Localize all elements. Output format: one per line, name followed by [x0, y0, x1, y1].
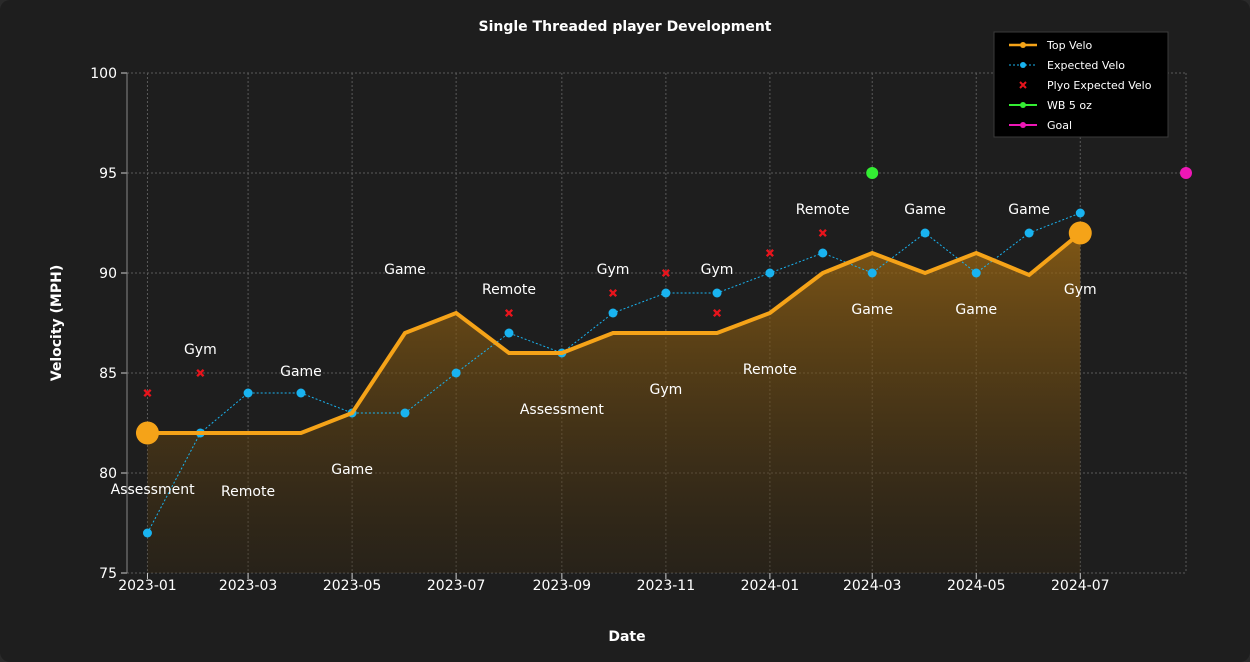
expected-velo-point — [765, 268, 775, 278]
plyo-expected-velo-point — [661, 268, 670, 278]
legend-label: Expected Velo — [1047, 59, 1125, 72]
plyo-x-stroke — [504, 308, 514, 318]
annotation-label: Game — [1008, 202, 1050, 218]
legend-entry: Top Velo — [1009, 39, 1093, 52]
legend-swatch-marker — [1019, 81, 1027, 89]
annotation-label: Assessment — [111, 482, 195, 498]
plyo-x-stroke — [818, 228, 827, 238]
legend-label: Plyo Expected Velo — [1047, 79, 1152, 92]
y-axis-label: Velocity (MPH) — [49, 265, 65, 381]
expected-velo-point — [504, 328, 514, 338]
x-tick-label: 2024-01 — [741, 578, 800, 594]
legend: Top Velo Expected Velo Plyo Expected Velo W… — [993, 31, 1169, 138]
plyo-x-stroke — [196, 368, 205, 378]
y-tick-label: 90 — [99, 266, 117, 282]
y-tick-label: 100 — [90, 66, 117, 82]
wb-5oz-point — [866, 167, 879, 179]
annotation-label: Game — [331, 462, 373, 478]
legend-swatch-marker — [1020, 102, 1026, 108]
x-tick-label: 2023-09 — [533, 578, 592, 594]
plyo-expected-velo-point — [712, 308, 722, 318]
annotation-label: Gym — [701, 262, 734, 278]
x-tick-label: 2023-03 — [219, 578, 278, 594]
top-velo-line — [147, 231, 1082, 435]
plyo-expected-velo-point — [608, 288, 618, 298]
legend-entry: Goal — [1009, 119, 1072, 132]
plyo-x-stroke — [661, 268, 670, 278]
x-tick-label: 2024-05 — [947, 578, 1006, 594]
x-tick-label: 2023-11 — [637, 578, 696, 594]
annotation-label: Gym — [184, 342, 217, 358]
annotation-label: Remote — [221, 484, 275, 500]
series — [135, 167, 1192, 573]
top-velo-highlight-point — [1068, 221, 1092, 245]
plyo-expected-velo-point — [818, 228, 827, 238]
legend-entry: WB 5 oz — [1009, 99, 1092, 112]
legend-swatch-marker — [1020, 42, 1026, 48]
annotation-label: Assessment — [520, 402, 604, 418]
x-tick-label: 2023-07 — [427, 578, 486, 594]
x-tick-label: 2024-03 — [843, 578, 902, 594]
annotation-label: Gym — [1064, 282, 1097, 298]
expected-velo-point — [971, 268, 981, 278]
goal-point — [1180, 167, 1192, 179]
annotation-label: Remote — [482, 282, 536, 298]
plyo-expected-velo-point — [143, 388, 152, 398]
x-tick-label: 2024-07 — [1051, 578, 1110, 594]
legend-entry: Plyo Expected Velo — [1019, 79, 1152, 92]
expected-velo-point — [818, 248, 828, 258]
x-tick-label: 2023-05 — [323, 578, 382, 594]
expected-velo-point — [400, 408, 410, 418]
annotation-label: Game — [851, 302, 893, 318]
expected-velo-point — [142, 528, 152, 538]
expected-velo-point — [296, 388, 306, 398]
annotation-label: Game — [904, 202, 946, 218]
annotation-label: Remote — [743, 362, 797, 378]
y-tick-label: 75 — [99, 566, 117, 582]
plyo-expected-velo-point — [504, 308, 514, 318]
legend-label: Goal — [1047, 119, 1072, 132]
axes: 75 80 85 90 95 100 2023-01 2023-03 2023-05 2023-0… — [90, 66, 1109, 594]
top-velo-area — [147, 233, 1081, 573]
x-axis-label: Date — [608, 629, 645, 645]
expected-velo-point — [243, 388, 253, 398]
plyo-x-stroke — [712, 308, 722, 318]
y-tick-label: 85 — [99, 366, 117, 382]
annotation-label: Gym — [597, 262, 630, 278]
legend-swatch-marker — [1020, 62, 1026, 68]
legend-entry: Expected Velo — [1009, 59, 1125, 72]
plyo-x-stroke — [765, 248, 774, 258]
plyo-expected-velo-point — [765, 248, 774, 258]
annotations: Assessment Gym Remote Game Game Game Remote Ass… — [111, 202, 1097, 500]
y-tick-label: 95 — [99, 166, 117, 182]
annotation-label: Game — [280, 364, 322, 380]
annotation-label: Gym — [649, 382, 682, 398]
plyo-x-stroke — [143, 388, 152, 398]
plyo-expected-velo-point — [196, 368, 205, 378]
expected-velo-point — [1024, 228, 1034, 238]
annotation-label: Game — [955, 302, 997, 318]
expected-velo-point — [661, 288, 671, 298]
expected-velo-point — [451, 368, 461, 378]
expected-velo-point — [1075, 208, 1085, 218]
legend-swatch-marker — [1020, 122, 1026, 128]
annotation-label: Remote — [796, 202, 850, 218]
expected-velo-point — [608, 308, 618, 318]
legend-label: Top Velo — [1046, 39, 1093, 52]
expected-velo-point — [867, 268, 877, 278]
plyo-x-stroke — [608, 288, 618, 298]
expected-velo-point — [712, 288, 722, 298]
chart-title: Single Threaded player Development — [479, 19, 772, 35]
legend-label: WB 5 oz — [1047, 99, 1092, 112]
x-tick-label: 2023-01 — [118, 578, 177, 594]
top-velo-highlight-point — [135, 421, 159, 445]
expected-velo-point — [920, 228, 930, 238]
y-tick-label: 80 — [99, 466, 117, 482]
annotation-label: Game — [384, 262, 426, 278]
